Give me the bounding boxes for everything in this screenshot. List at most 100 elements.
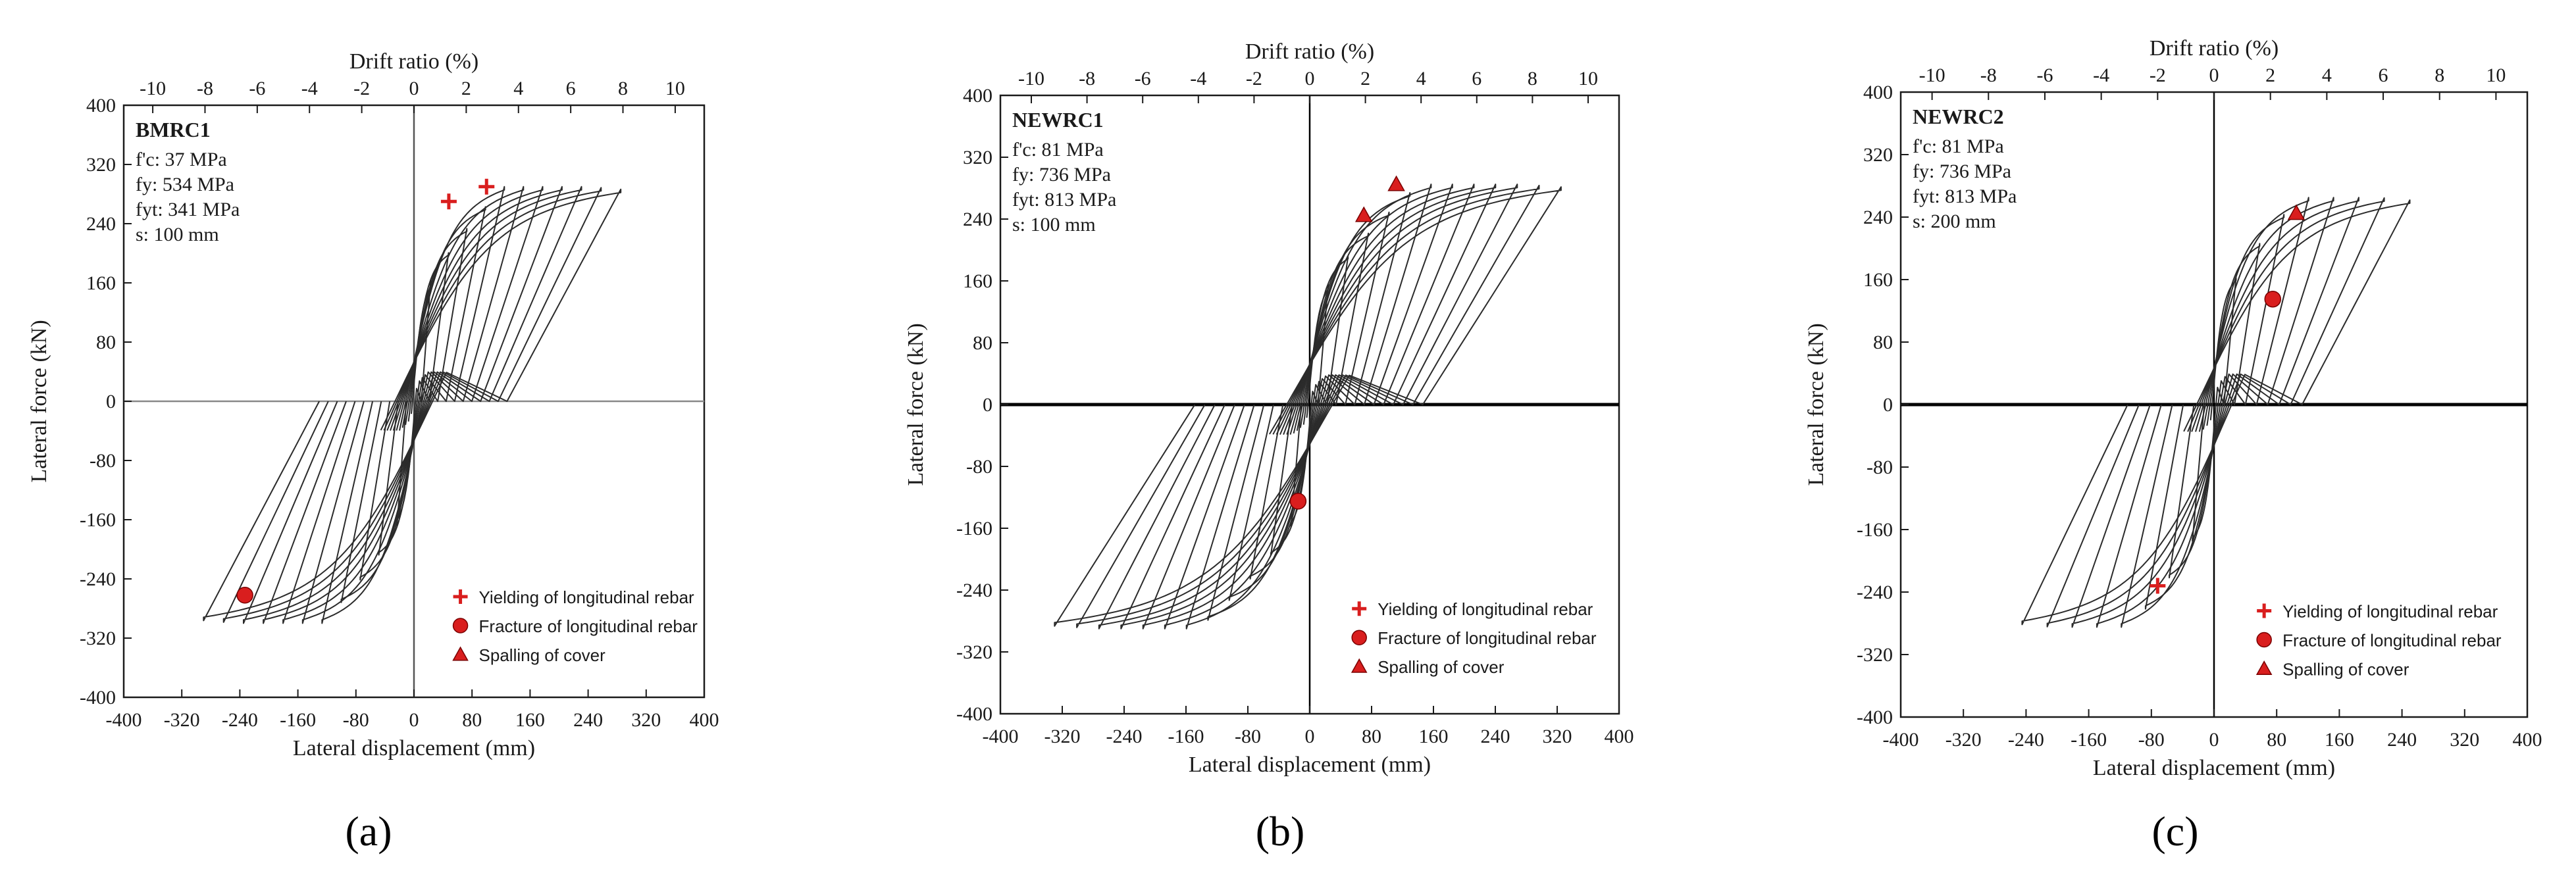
x-tick-label: -320 — [1945, 729, 1982, 751]
hysteresis-loop — [222, 187, 602, 623]
specimen-property: s: 200 mm — [1913, 211, 1996, 232]
specimen-property: fyt: 813 MPa — [1012, 189, 1116, 211]
y-axis-title: Lateral force (kN) — [1804, 323, 1828, 485]
event-marker-yielding — [478, 178, 495, 195]
y-tick-label: -320 — [956, 641, 992, 663]
panel-caption: (c) — [2151, 808, 2198, 855]
y-tick-label: -160 — [1857, 519, 1893, 541]
x-tick-label: -320 — [1044, 726, 1081, 747]
event-marker-circle — [2256, 632, 2272, 648]
x-tick-label: 240 — [1481, 726, 1510, 747]
top-tick-label: -2 — [2150, 64, 2166, 86]
hysteresis-loop — [2021, 199, 2411, 626]
top-tick-label: 6 — [2379, 64, 2388, 86]
x-tick-label: 80 — [462, 709, 482, 731]
event-marker-fracture — [236, 587, 253, 604]
hysteresis-loop — [203, 188, 622, 622]
x-axis-title: Lateral displacement (mm) — [1189, 753, 1431, 777]
x-tick-label: 240 — [573, 709, 603, 731]
legend-entry-label: Fracture of longitudinal rebar — [2282, 631, 2502, 651]
top-tick-label: -10 — [1018, 68, 1044, 89]
y-tick-label: -80 — [90, 450, 116, 472]
top-tick-label: -8 — [1980, 64, 1997, 86]
x-tick-label: -240 — [1106, 726, 1143, 747]
chart-panel-newrc1: -400 -320 -240 -160 -80 0 80 160 240 320 400-400-3… — [904, 39, 1634, 855]
event-marker-circle — [452, 618, 469, 633]
y-tick-label: -80 — [1867, 457, 1893, 478]
x-tick-label: -240 — [2008, 729, 2044, 751]
top-tick-label: 8 — [2434, 64, 2444, 86]
top-tick-label: 10 — [2486, 64, 2506, 86]
x-tick-label: -80 — [2138, 729, 2165, 751]
legend-entry-label: Spalling of cover — [2282, 660, 2409, 680]
hysteresis-curves — [203, 186, 622, 624]
y-tick-label: 320 — [963, 147, 992, 168]
top-tick-label: -2 — [353, 78, 370, 99]
y-tick-label: -320 — [80, 628, 116, 649]
y-tick-label: 160 — [1863, 269, 1893, 291]
hysteresis-loop — [1054, 186, 1562, 627]
top-tick-label: -6 — [1135, 68, 1151, 89]
event-marker-spalling — [2287, 204, 2306, 220]
y-tick-label: 80 — [96, 332, 116, 353]
legend: Yielding of longitudinal rebar Fracture o… — [2255, 602, 2502, 680]
legend-entry-label: Yielding of longitudinal rebar — [2282, 602, 2498, 622]
top-tick-label: -8 — [197, 78, 213, 99]
legend: Yielding of longitudinal rebar Fracture o… — [1351, 599, 1597, 677]
event-marker-spalling — [1387, 175, 1405, 191]
legend-entry-label: Fracture of longitudinal rebar — [1378, 628, 1597, 648]
event-marker-fracture — [2264, 290, 2281, 308]
x-tick-label: -240 — [222, 709, 258, 731]
x-tick-label: 160 — [1419, 726, 1449, 747]
top-tick-label: -8 — [1079, 68, 1095, 89]
y-tick-label: -240 — [80, 568, 116, 590]
hysteresis-loop — [2121, 197, 2309, 628]
top-tick-label: 6 — [1472, 68, 1481, 89]
x-tick-label: -400 — [106, 709, 142, 731]
top-tick-label: -10 — [1919, 64, 1945, 86]
y-tick-label: 240 — [963, 209, 992, 230]
x-tick-label: 400 — [1605, 726, 1634, 747]
top-tick-label: -6 — [2036, 64, 2053, 86]
x-tick-label: -400 — [983, 726, 1019, 747]
event-marker-yielding — [2150, 578, 2166, 594]
hysteresis-curves — [2021, 197, 2411, 628]
y-tick-label: 320 — [86, 154, 116, 176]
top-tick-label: -4 — [2093, 64, 2109, 86]
specimen-property: f'c: 81 MPa — [1012, 139, 1104, 161]
specimen-property: s: 100 mm — [136, 224, 219, 245]
x-tick-label: 80 — [1362, 726, 1381, 747]
chart-panel-bmrc1: -400 -320 -240 -160 -80 0 80 160 240 320 400-400-3… — [27, 49, 719, 855]
specimen-property: f'c: 37 MPa — [136, 149, 227, 170]
top-tick-label: 0 — [409, 78, 419, 99]
top-tick-label: 2 — [1360, 68, 1370, 89]
y-tick-label: 0 — [1883, 394, 1893, 416]
hysteresis-loop — [2071, 197, 2359, 628]
legend: Yielding of longitudinal rebar Fracture o… — [452, 587, 698, 665]
y-tick-label: 160 — [963, 270, 992, 292]
x-tick-label: -80 — [1235, 726, 1261, 747]
x-tick-label: 0 — [1305, 726, 1315, 747]
y-tick-label: -80 — [966, 456, 992, 478]
y-tick-label: -240 — [956, 580, 992, 601]
legend-entry-label: Yielding of longitudinal rebar — [1378, 599, 1593, 619]
legend-entry-label: Yielding of longitudinal rebar — [479, 587, 694, 607]
top-tick-label: 10 — [1578, 68, 1598, 89]
specimen-name: NEWRC2 — [1913, 105, 2004, 128]
hysteresis-loop — [359, 228, 468, 581]
x-axis-title: Lateral displacement (mm) — [2093, 756, 2335, 780]
hysteresis-loop — [2046, 197, 2385, 628]
hysteresis-loop — [263, 186, 563, 624]
hysteresis-loop — [1164, 184, 1453, 630]
x-tick-label: 320 — [2450, 729, 2479, 751]
y-tick-label: 400 — [86, 95, 116, 116]
x-tick-label: 0 — [409, 709, 419, 731]
top-tick-label: -6 — [249, 78, 265, 99]
panel-caption: (a) — [345, 808, 392, 855]
chart-panel-newrc2: -400 -320 -240 -160 -80 0 80 160 240 320 400-400-3… — [1804, 36, 2542, 855]
event-marker-cross — [1352, 601, 1367, 616]
y-tick-label: 240 — [86, 213, 116, 235]
x-tick-label: -400 — [1883, 729, 1919, 751]
y-tick-label: 240 — [1863, 207, 1893, 228]
